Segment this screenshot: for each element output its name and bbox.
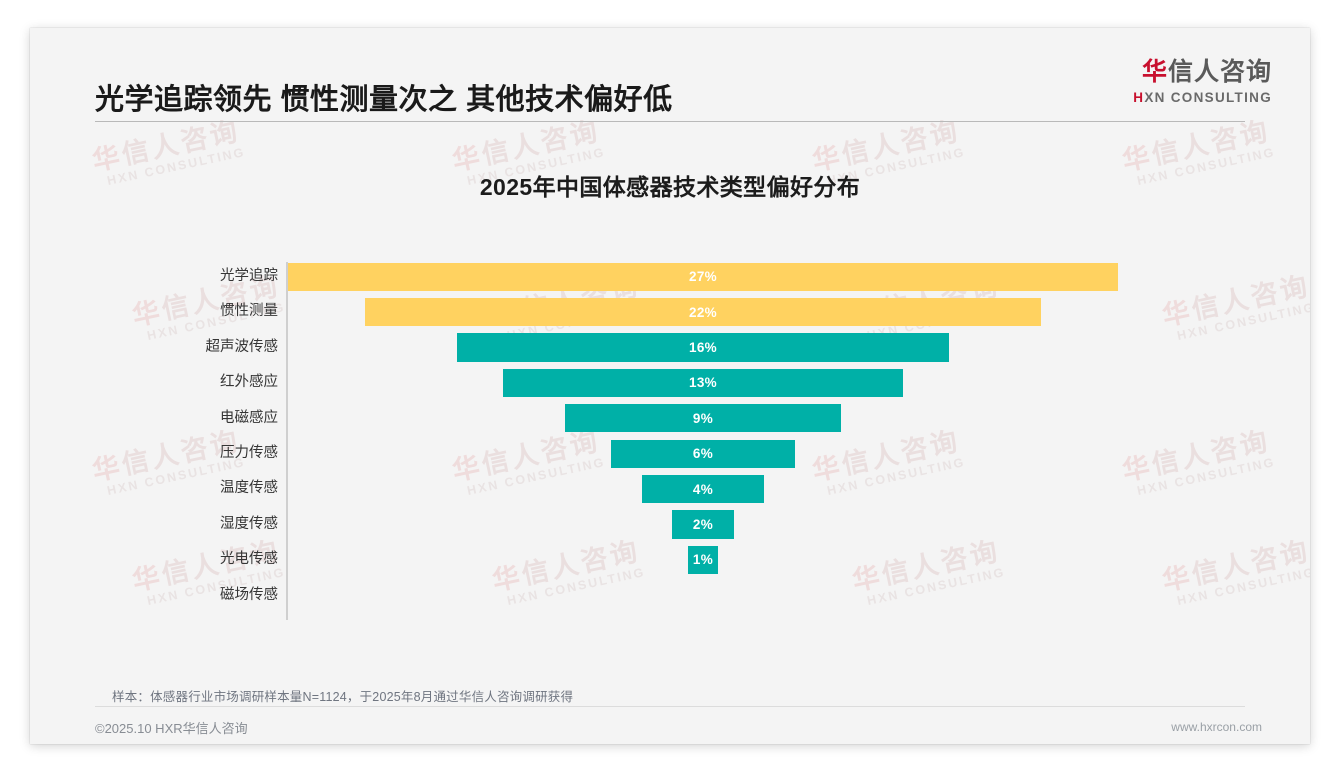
- source-footnote: 样本：体感器行业市场调研样本量N=1124，于2025年8月通过华信人咨询调研获…: [112, 690, 574, 704]
- watermark-text-cn: 华信人咨询: [809, 115, 963, 177]
- bar-rect[interactable]: 27%: [288, 262, 1118, 291]
- bar-rect[interactable]: 6%: [610, 439, 796, 468]
- bar-category-label: 光学追踪: [220, 268, 278, 284]
- bar-row[interactable]: 电磁感应 9%: [30, 401, 1310, 436]
- bar-row[interactable]: 红外感应 13%: [30, 365, 1310, 400]
- bar-value-label: 22%: [689, 304, 717, 320]
- bar-category-label: 红外感应: [220, 374, 278, 391]
- bar-category-label: 惯性测量: [220, 303, 278, 320]
- bar-row[interactable]: 湿度传感 2%: [30, 507, 1310, 542]
- bar-value-label: 2%: [692, 516, 714, 532]
- bar-category-label: 湿度传感: [220, 515, 278, 532]
- category-axis-line: [286, 262, 288, 620]
- bar-value-label: 16%: [689, 339, 717, 355]
- brand-logo-cn: 华信人咨询: [1133, 60, 1272, 85]
- page-title: 光学追踪领先 惯性测量次之 其他技术偏好低: [95, 84, 673, 116]
- bar-rect[interactable]: 1%: [687, 545, 719, 575]
- bar-rect[interactable]: 2%: [672, 510, 734, 539]
- bar-value-label: 27%: [689, 269, 717, 285]
- brand-logo: 华信人咨询 HXN CONSULTING: [1133, 60, 1272, 105]
- watermark-text-cn: 华信人咨询: [89, 115, 243, 177]
- bar-row[interactable]: 磁场传感: [30, 578, 1310, 613]
- brand-logo-cn-red: 华: [1141, 58, 1168, 86]
- footer-copyright: ©2025.10 HXR华信人咨询: [95, 721, 248, 736]
- footer-divider: [95, 706, 1245, 707]
- brand-logo-en-red: H: [1133, 90, 1145, 105]
- bar-category-label: 磁场传感: [220, 586, 278, 603]
- watermark-text-cn: 华信人咨询: [449, 115, 603, 177]
- bar-row[interactable]: 光学追踪 27%: [30, 259, 1310, 294]
- bar-row[interactable]: 压力传感 6%: [30, 436, 1310, 471]
- slide-card: 华信人咨询 HXN CONSULTING 华信人咨询 HXN CONSULTING 华信…: [30, 28, 1310, 744]
- bar-rect[interactable]: 16%: [457, 333, 949, 362]
- bar-row[interactable]: 温度传感 4%: [30, 471, 1310, 506]
- bar-value-label: 4%: [692, 481, 714, 497]
- watermark-text-cn: 华信人咨询: [1119, 115, 1273, 177]
- brand-logo-en: HXN CONSULTING: [1133, 91, 1272, 105]
- brand-logo-en-rest: XN CONSULTING: [1144, 90, 1272, 105]
- bar-category-label: 光电传感: [220, 551, 278, 568]
- brand-logo-cn-rest: 信人咨询: [1167, 58, 1272, 86]
- bar-value-label: 1%: [692, 552, 714, 568]
- header-divider: [95, 121, 1245, 122]
- bar-value-label: 9%: [692, 410, 714, 426]
- bar-category-label: 压力传感: [220, 445, 278, 461]
- bar-rect[interactable]: 9%: [564, 404, 842, 433]
- bar-rect[interactable]: 22%: [364, 297, 1042, 327]
- chart-title: 2025年中国体感器技术类型偏好分布: [479, 174, 861, 200]
- bar-rect[interactable]: 13%: [503, 368, 903, 398]
- bar-category-label: 超声波传感: [205, 338, 279, 355]
- bar-category-label: 温度传感: [220, 480, 278, 497]
- funnel-bar-chart: 光学追踪 27% 惯性测量 22% 超声波传感 16% 红外感应 13% 电磁感应 9% 压力传感 6…: [30, 256, 1310, 626]
- bar-row[interactable]: 超声波传感 16%: [30, 330, 1310, 365]
- bar-rect[interactable]: 4%: [641, 474, 765, 504]
- footer-url: www.hxrcon.com: [1171, 720, 1262, 734]
- bar-row[interactable]: 光电传感 1%: [30, 542, 1310, 577]
- bar-value-label: 6%: [692, 446, 714, 462]
- bar-value-label: 13%: [689, 375, 717, 391]
- bar-category-label: 电磁感应: [220, 409, 278, 426]
- bar-row[interactable]: 惯性测量 22%: [30, 294, 1310, 329]
- slide-header: 光学追踪领先 惯性测量次之 其他技术偏好低 华信人咨询 HXN CONSULTI…: [30, 28, 1310, 118]
